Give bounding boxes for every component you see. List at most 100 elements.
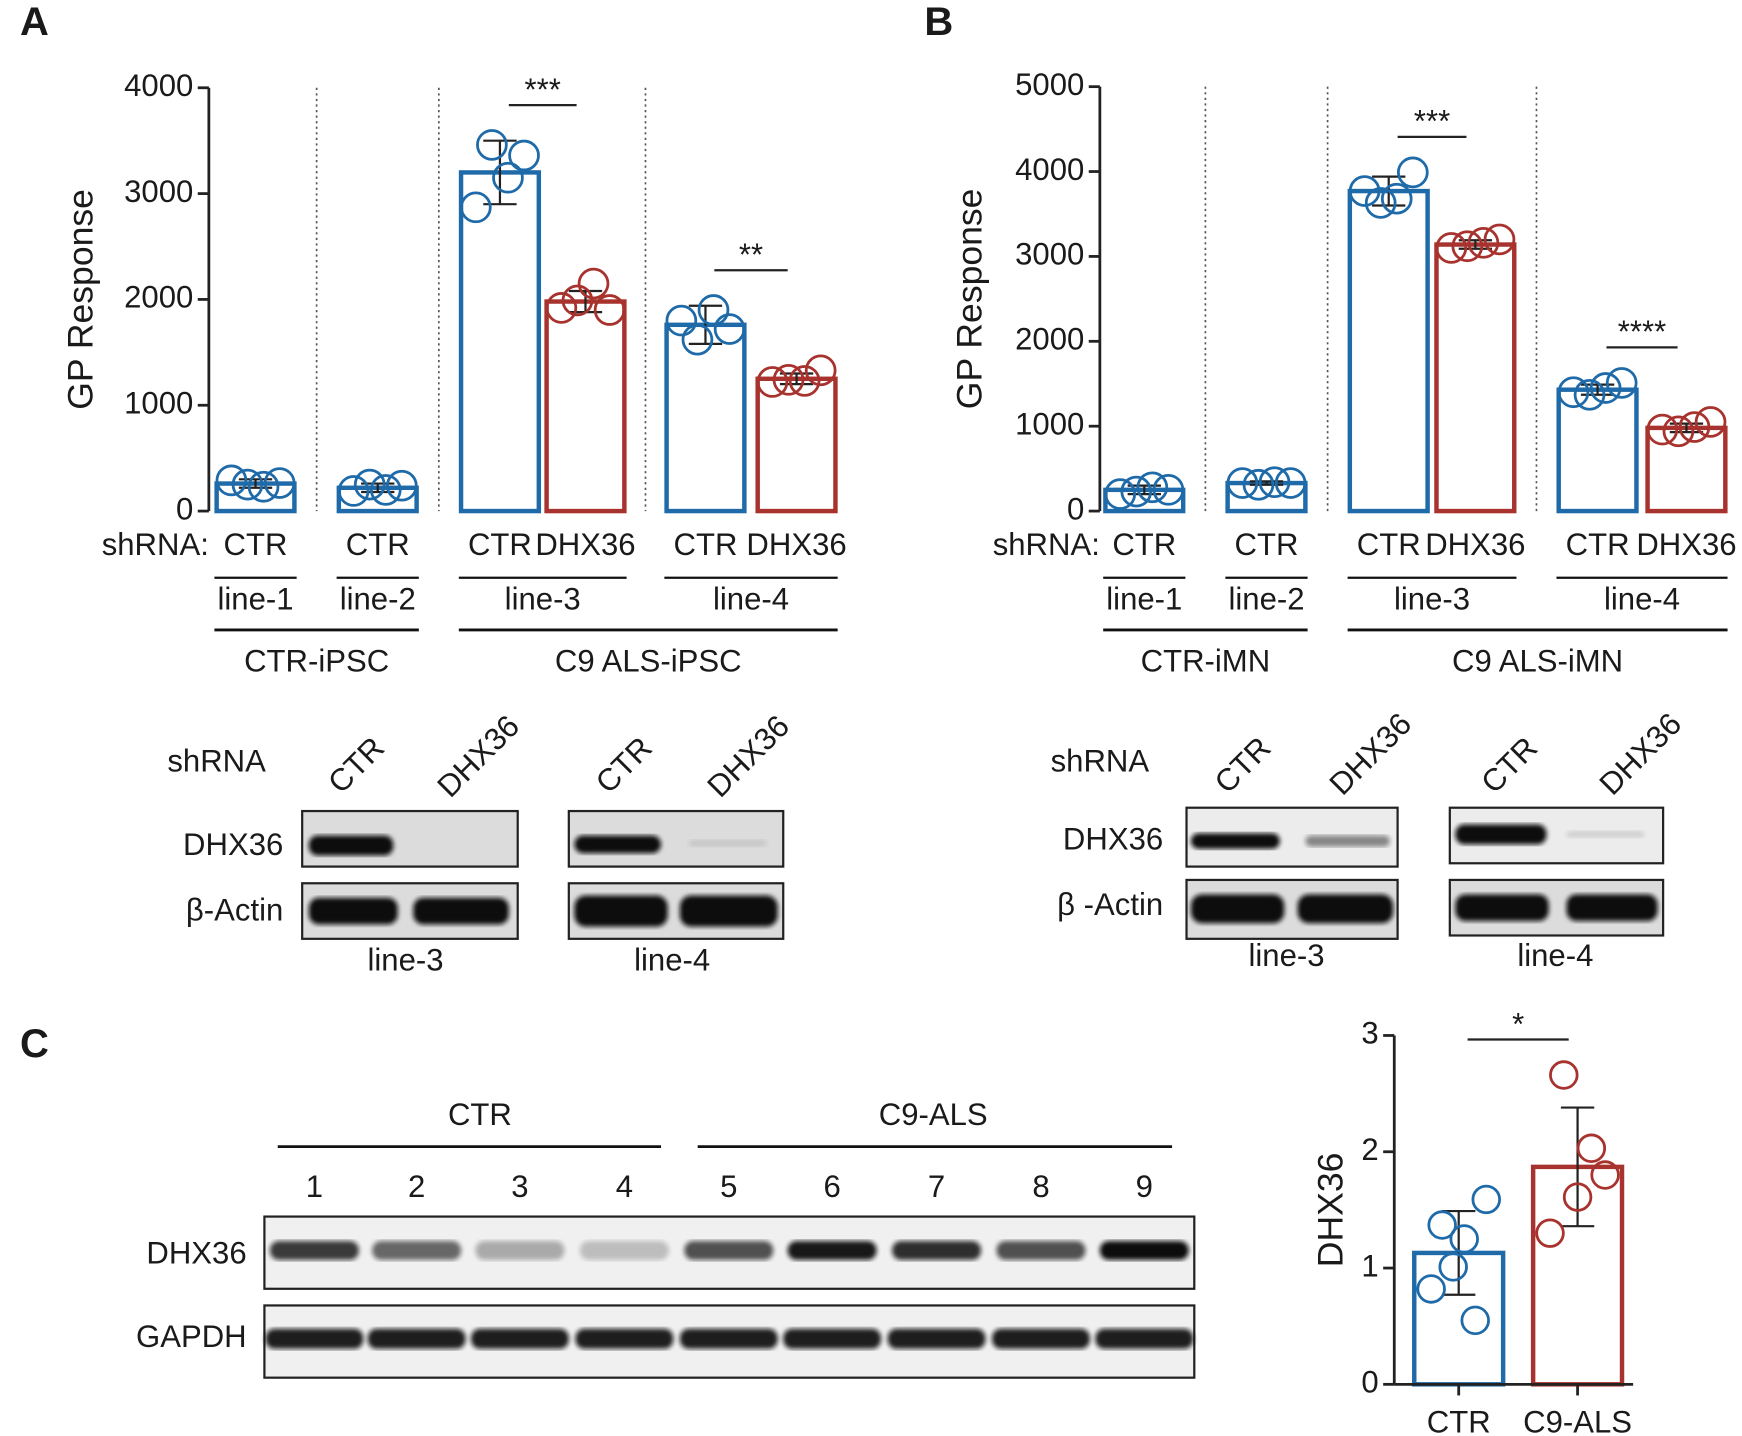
data-point	[1535, 1218, 1565, 1248]
line-label: line-3	[505, 581, 581, 616]
blot-band	[579, 1241, 669, 1260]
y-tick-label: 2000	[124, 280, 193, 315]
group-label: CTR-iMN	[1141, 644, 1271, 679]
data-point	[1549, 1060, 1579, 1090]
lane-label: 9	[1136, 1169, 1153, 1204]
blot-band	[996, 1241, 1086, 1260]
panel-label: B	[924, 0, 953, 44]
significance-label: *	[1512, 1006, 1524, 1041]
blot-header: shRNA	[167, 743, 266, 778]
blot-band	[1566, 831, 1645, 838]
row-label: GAPDH	[136, 1319, 247, 1354]
blot-band	[1566, 894, 1658, 922]
blot-band	[1099, 1241, 1189, 1260]
line-label: line-2	[340, 581, 416, 616]
y-axis-label: GP Response	[61, 189, 101, 410]
data-point	[1449, 1224, 1479, 1254]
data-point	[1460, 1305, 1490, 1336]
lane-label: 2	[408, 1169, 425, 1204]
lane-label: 7	[928, 1169, 945, 1204]
y-tick-label: 4000	[1015, 152, 1084, 187]
lane-label: DHX36	[1593, 706, 1689, 802]
blot-group-label: C9-ALS	[879, 1097, 988, 1132]
data-point	[577, 267, 610, 300]
lane-label: 1	[306, 1169, 323, 1204]
lane-label: CTR	[1208, 730, 1278, 800]
blot-band	[1297, 894, 1394, 924]
blot-band	[892, 1241, 981, 1260]
line-label: line-2	[1228, 581, 1304, 616]
line-label: line-1	[1106, 581, 1182, 616]
y-tick-label: 0	[1361, 1365, 1378, 1400]
data-point	[231, 468, 264, 501]
blot-band	[684, 1241, 774, 1260]
line-label: line-4	[1604, 581, 1680, 616]
y-tick-label: 0	[1067, 491, 1084, 526]
data-point	[804, 354, 837, 387]
data-point	[1104, 478, 1137, 510]
data-point	[545, 292, 578, 324]
data-point	[772, 364, 805, 396]
x-tick-label: DHX36	[746, 527, 846, 562]
x-tick-label: CTR	[224, 527, 288, 562]
bar	[1434, 242, 1517, 514]
data-point	[1483, 223, 1516, 256]
lane-label: 5	[720, 1169, 737, 1204]
data-point	[1435, 232, 1468, 264]
data-point	[713, 313, 746, 345]
data-point	[1416, 1274, 1446, 1304]
blot-caption: line-4	[634, 942, 710, 977]
x-tick-label: CTR	[468, 527, 532, 562]
data-point	[788, 365, 821, 397]
data-point	[247, 470, 280, 503]
blot-band	[1190, 833, 1280, 849]
blot-band	[688, 839, 767, 847]
line-label: line-4	[713, 581, 789, 616]
significance-label: ****	[1618, 314, 1666, 349]
data-point	[1274, 467, 1307, 499]
y-tick-label: 5000	[1015, 67, 1084, 102]
group-label: C9 ALS-iMN	[1452, 644, 1623, 679]
blot-a: shRNA CTR DHX36 CTR DHX36 DHX36 β-Actin …	[167, 708, 796, 977]
x-tick-label: DHX36	[535, 527, 635, 562]
data-point	[1427, 1210, 1457, 1240]
blot-band	[372, 1241, 462, 1260]
blot-band	[265, 1328, 364, 1349]
blot-band	[367, 1328, 466, 1349]
data-point	[508, 139, 540, 172]
data-point	[1576, 1133, 1607, 1163]
y-tick-label: 3000	[1015, 237, 1084, 272]
data-point	[1646, 413, 1679, 446]
blot-band	[269, 1241, 359, 1260]
x-tick-label: DHX36	[1425, 527, 1525, 562]
blot-band	[475, 1241, 565, 1260]
row-label: DHX36	[146, 1236, 246, 1271]
blot-band	[413, 897, 509, 925]
blot-c: CTR C9-ALS DHX36 GAPDH 1 2 3 4 5 6 7 8 9	[136, 1097, 1196, 1379]
blot-caption: line-3	[367, 942, 443, 977]
row-label: shRNA:	[102, 527, 209, 562]
data-point	[1348, 175, 1381, 207]
data-point	[665, 304, 698, 337]
line-label: line-3	[1394, 581, 1470, 616]
panel-label: C	[20, 1022, 49, 1066]
row-label: DHX36	[183, 827, 283, 862]
data-point	[1662, 415, 1695, 448]
data-point	[1589, 372, 1622, 404]
data-point	[386, 469, 418, 502]
y-axis-label: GP Response	[949, 189, 989, 410]
lane-label: DHX36	[700, 708, 796, 804]
data-point	[561, 284, 594, 317]
significance-label: ***	[1414, 104, 1450, 139]
blot-band	[575, 1328, 674, 1349]
blot-band	[992, 1328, 1090, 1349]
blot-header: shRNA	[1051, 743, 1150, 778]
blot-band	[679, 895, 778, 927]
bar	[458, 170, 542, 514]
blot-band	[471, 1328, 569, 1349]
blot-caption: line-4	[1517, 938, 1593, 973]
data-point	[1136, 471, 1169, 504]
lane-label: CTR	[321, 730, 391, 800]
y-tick-label: 3000	[124, 174, 193, 209]
